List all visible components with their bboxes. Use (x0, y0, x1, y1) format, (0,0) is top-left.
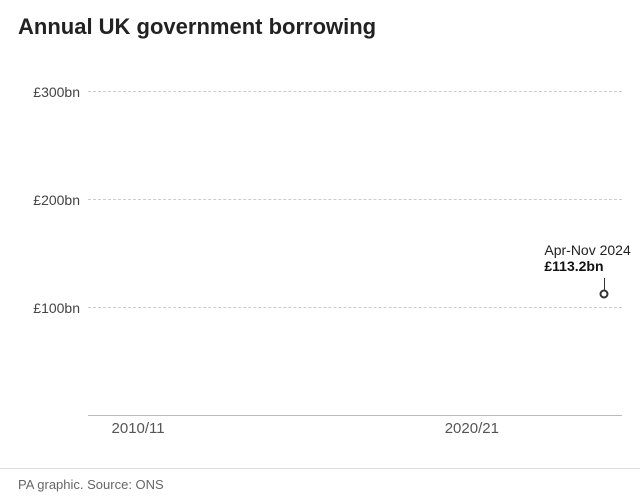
plot-region: £100bn£200bn£300bn (88, 54, 622, 416)
y-axis-label: £200bn (33, 192, 88, 208)
chart-area: £100bn£200bn£300bn 2010/112020/21 (18, 54, 622, 438)
annotation-marker-icon (600, 289, 609, 298)
gridline (88, 199, 622, 200)
annotation-value: £113.2bn (544, 258, 630, 274)
callout-annotation: Apr-Nov 2024 £113.2bn (544, 242, 630, 274)
bar-group (88, 54, 622, 416)
x-axis-label: 2010/11 (112, 420, 165, 437)
gridline (88, 307, 622, 308)
y-axis-label: £100bn (33, 300, 88, 316)
chart-frame: Annual UK government borrowing £100bn£20… (0, 0, 640, 500)
y-axis-label: £300bn (33, 84, 88, 100)
source-footer: PA graphic. Source: ONS (0, 468, 640, 500)
gridline (88, 91, 622, 92)
x-axis-labels: 2010/11 2020/21 (88, 416, 622, 438)
chart-title: Annual UK government borrowing (18, 14, 376, 40)
annotation-period: Apr-Nov 2024 (544, 242, 630, 258)
x-axis-label: 2020/21 (445, 420, 499, 437)
